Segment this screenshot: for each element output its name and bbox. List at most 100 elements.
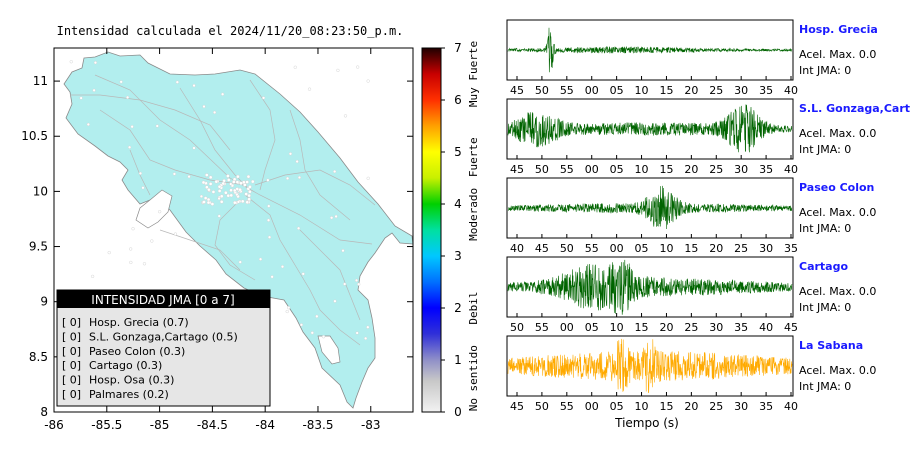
station-dot (202, 104, 206, 109)
station-dot (357, 282, 361, 286)
map-x-tick-label: -86 (44, 418, 64, 432)
colorbar-tick-label: 3 (454, 249, 462, 263)
station-dot (192, 146, 196, 150)
station-intensity: Int JMA: 0 (799, 301, 851, 314)
waveform-tick-label: 55 (560, 163, 574, 176)
waveform-tick-label: 30 (759, 242, 773, 255)
waveform-tick-label: 50 (535, 163, 549, 176)
station-dot (240, 199, 245, 204)
station-dot (206, 200, 211, 205)
map-y-tick-label: 9.5 (29, 240, 48, 254)
waveform-tick-label: 05 (635, 242, 649, 255)
waveform-tick-label: 50 (535, 400, 549, 413)
waveform-tick-label: 55 (535, 321, 549, 334)
waveform-tick-label: 45 (510, 84, 524, 97)
waveform-tick-label: 00 (585, 163, 599, 176)
waveform-tick-label: 05 (610, 163, 624, 176)
legend-header (57, 290, 270, 308)
station-dot (236, 174, 240, 179)
station-name: Paseo Colon (799, 181, 874, 194)
station-name: Hosp. Grecia (799, 23, 878, 36)
waveform-panels: 45 50 55 00 05 10 15 20 25 30 35 40 Hosp. Grecia Acel… (506, 19, 910, 413)
waveform-x-label: Tiempo (s) (614, 416, 679, 430)
station-dot (213, 110, 217, 115)
station-dot (258, 257, 263, 261)
station-dot (217, 214, 221, 218)
station-dot (245, 200, 250, 205)
station-dot (224, 190, 228, 195)
station-dot (90, 274, 95, 279)
colorbar-class-label: Debil (467, 291, 480, 324)
station-dot (205, 173, 209, 177)
station-intensity: Int JMA: 0 (799, 222, 851, 235)
station-dot (173, 232, 178, 236)
station-dot (244, 192, 248, 196)
station-dot (297, 175, 302, 180)
station-dot (236, 200, 241, 204)
station-dot (203, 196, 208, 200)
waveform-tick-label: 00 (585, 84, 599, 97)
station-dot (233, 200, 237, 205)
colorbar-tick-label: 1 (454, 353, 462, 367)
waveform-tick-label: 10 (610, 321, 624, 334)
station-dot (211, 190, 216, 194)
map-y-tick-label: 9 (40, 295, 48, 309)
station-dot (235, 180, 240, 184)
station-dot (243, 183, 247, 187)
station-dot (129, 247, 133, 251)
waveform-tick-label: 35 (759, 163, 773, 176)
waveform-tick-label: 15 (659, 163, 673, 176)
station-dot (217, 184, 222, 189)
colorbar-tick-label: 6 (454, 93, 462, 107)
colorbar-class-label: No sentido (467, 345, 480, 411)
station-dot (221, 181, 226, 186)
waveform-tick-label: 35 (784, 242, 798, 255)
waveform-tick-label: 55 (560, 400, 574, 413)
station-dot (208, 182, 213, 186)
waveform-trace (507, 259, 793, 315)
colorbar-scale (421, 47, 442, 413)
station-name: La Sabana (799, 339, 863, 352)
station-dot (364, 336, 368, 340)
station-dot (296, 226, 301, 230)
station-dot (201, 180, 206, 185)
legend-item-code: [ 0] (62, 388, 81, 401)
station-dot (226, 174, 230, 178)
station-dot (127, 145, 132, 149)
station-dots (69, 60, 370, 340)
station-dot (343, 114, 348, 118)
station-dot (285, 176, 290, 180)
station-dot (355, 331, 359, 335)
station-accel: Acel. Max. 0.0 (799, 48, 876, 61)
waveform-tick-label: 10 (635, 163, 649, 176)
legend-item-label: S.L. Gonzaga,Cartago (0.5) (89, 330, 238, 343)
waveform-tick-label: 45 (510, 400, 524, 413)
legend-item-code: [ 0] (62, 316, 81, 329)
station-dot (238, 187, 242, 192)
waveform-tick-label: 15 (635, 321, 649, 334)
waveform-tick-label: 15 (659, 400, 673, 413)
colorbar-tick-label: 2 (454, 301, 462, 315)
waveform-tick-label: 25 (684, 321, 698, 334)
waveform-tick-label: 00 (585, 400, 599, 413)
station-dot (155, 124, 159, 128)
station-accel: Acel. Max. 0.0 (799, 285, 876, 298)
waveform-tick-label: 20 (684, 84, 698, 97)
colorbar-class-label: Muy Fuerte (467, 41, 480, 107)
station-dot (267, 235, 272, 239)
station-dot (334, 214, 338, 219)
station-dot (130, 125, 134, 129)
station-dot (138, 171, 143, 175)
waveform-tick-label: 35 (734, 321, 748, 334)
station-dot (192, 83, 196, 88)
waveform-tick-label: 15 (659, 84, 673, 97)
map-frame (53, 47, 414, 413)
station-dot (330, 216, 334, 220)
station-dot (366, 325, 370, 329)
waveform-tick-label: 40 (759, 321, 773, 334)
station-dot (295, 159, 299, 164)
waveform-tick-label: 35 (759, 400, 773, 413)
station-dot (293, 65, 297, 69)
waveform-tick-label: 30 (734, 84, 748, 97)
waveform-trace (507, 104, 793, 153)
